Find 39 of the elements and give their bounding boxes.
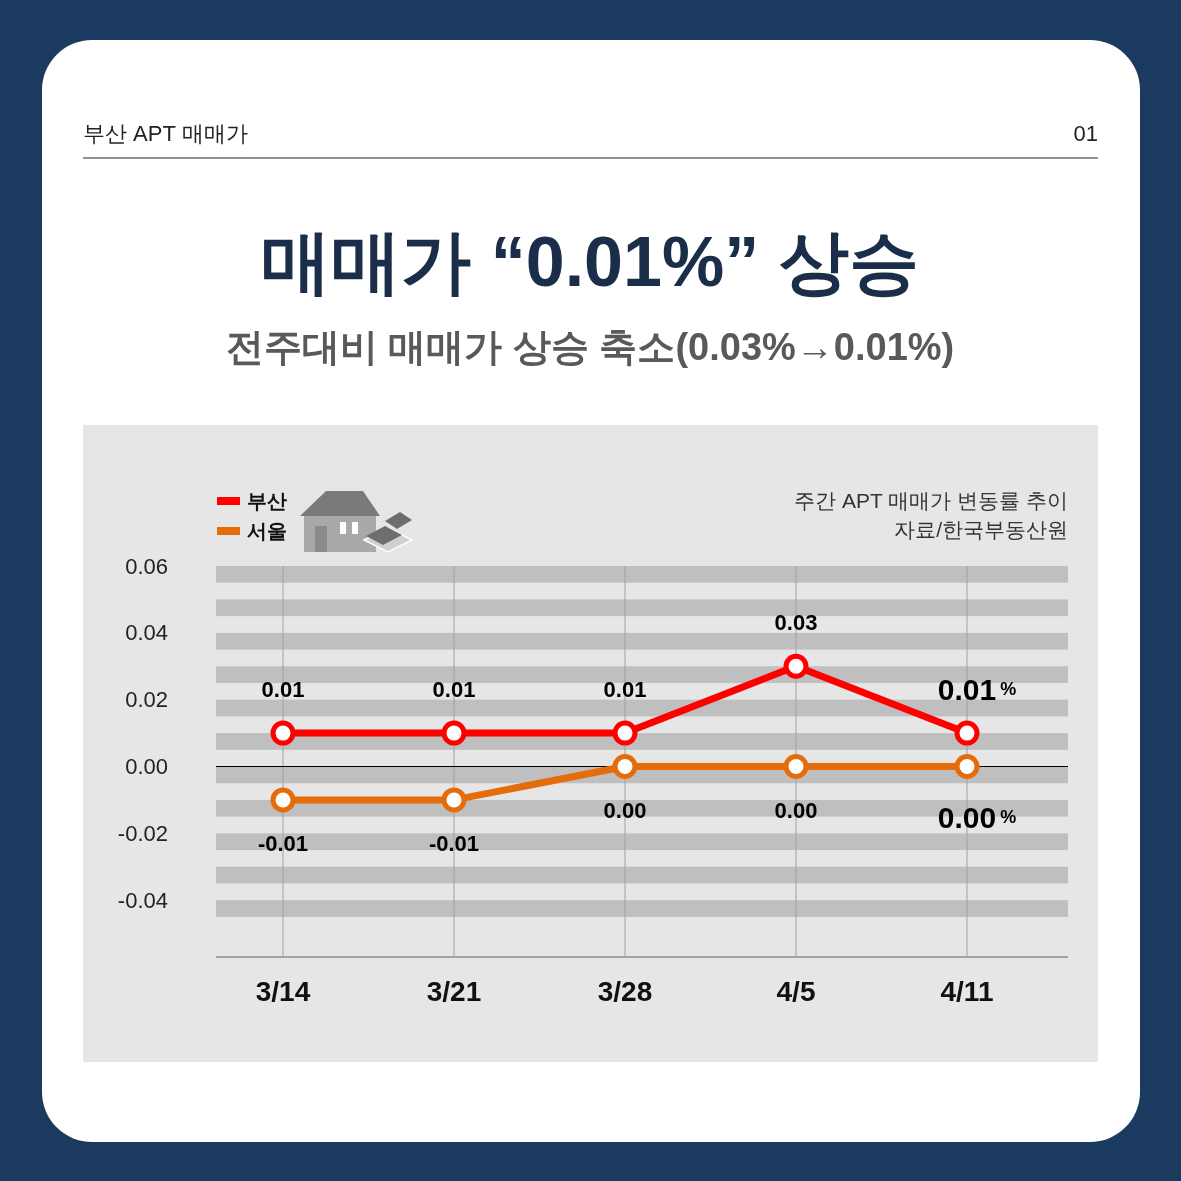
point [612, 754, 638, 780]
x-tick-label: 3/21 [426, 975, 482, 1007]
data-label: 0.03 [774, 609, 818, 635]
text: 주간 APT 매매가 변동률 추이 [794, 488, 1068, 512]
data-label: 0.00% [937, 800, 1017, 834]
legend-label: 서울 [247, 520, 287, 542]
y-tick-label: 0.04 [125, 620, 168, 646]
point [441, 720, 467, 746]
y-tick-label: -0.02 [117, 820, 168, 846]
data-label: 0.01% [937, 672, 1017, 706]
data-label: -0.01 [428, 831, 480, 857]
data-label: 0.01 [432, 676, 476, 702]
point [783, 754, 809, 780]
y-tick-label: -0.04 [117, 887, 168, 913]
data-label: 0.01 [603, 676, 647, 702]
text: 자료/한국부동산원 [894, 517, 1068, 541]
data-label: 0.01 [261, 676, 305, 702]
point [441, 787, 467, 813]
chart-title: 매매가 “0.01%” 상승 [261, 223, 919, 301]
text: 01 [1073, 120, 1098, 146]
y-tick-label: 0.02 [125, 687, 168, 713]
data-label: -0.01 [257, 831, 309, 857]
point [270, 787, 296, 813]
data-label: 0.00 [603, 798, 647, 824]
text: 부산 APT 매매가 [83, 120, 248, 146]
point [270, 720, 296, 746]
data-label: 0.00 [774, 798, 818, 824]
y-tick-label: 0.06 [125, 553, 168, 579]
chart-subtitle: 전주대비 매매가 상승 축소(0.03%→0.01%) [225, 326, 955, 368]
point [954, 754, 980, 780]
point [783, 653, 809, 679]
legend-label: 부산 [247, 490, 287, 512]
point [612, 720, 638, 746]
y-tick-label: 0.00 [125, 754, 168, 780]
x-tick-label: 4/5 [776, 975, 816, 1007]
point [954, 720, 980, 746]
x-tick-label: 3/28 [597, 975, 653, 1007]
x-tick-label: 3/14 [255, 975, 311, 1007]
x-tick-label: 4/11 [940, 975, 994, 1007]
